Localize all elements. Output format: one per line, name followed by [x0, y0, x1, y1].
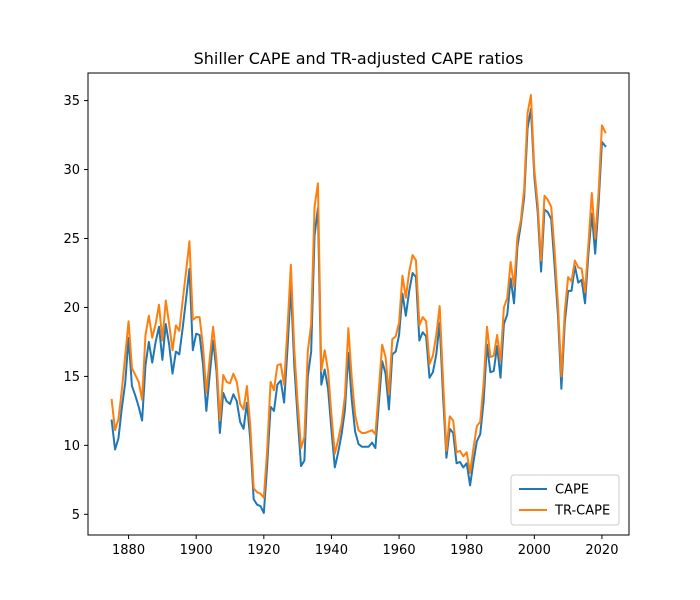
y-tick-label: 30 — [63, 163, 80, 178]
x-tick-label: 1980 — [450, 543, 483, 558]
chart-title: Shiller CAPE and TR-adjusted CAPE ratios — [194, 49, 524, 68]
x-tick-label: 1920 — [247, 543, 280, 558]
y-tick-label: 15 — [63, 370, 80, 385]
axes: 1880 1900 1920 1940 1960 1980 2000 2020 5 10 15 20 2… — [63, 72, 630, 558]
plot-frame — [87, 72, 630, 536]
legend-box — [510, 474, 620, 526]
x-tick-label: 1960 — [383, 543, 416, 558]
x-tick-label: 2020 — [585, 543, 618, 558]
legend: CAPE TR-CAPE — [510, 474, 620, 526]
x-tick-label: 1900 — [180, 543, 213, 558]
y-tick-label: 5 — [72, 508, 80, 523]
y-tick-label: 20 — [63, 301, 80, 316]
x-tick-label: 2000 — [518, 543, 551, 558]
x-tick-label: 1880 — [112, 543, 145, 558]
legend-label-cape: CAPE — [555, 483, 589, 498]
plot-area — [110, 94, 607, 514]
x-tick-label: 1940 — [315, 543, 348, 558]
series-line-tr-cape — [110, 94, 607, 499]
y-tick-label: 35 — [63, 94, 80, 109]
legend-label-tr-cape: TR-CAPE — [554, 504, 610, 519]
y-tick-label: 25 — [63, 232, 80, 247]
y-tick-label: 10 — [63, 439, 80, 454]
